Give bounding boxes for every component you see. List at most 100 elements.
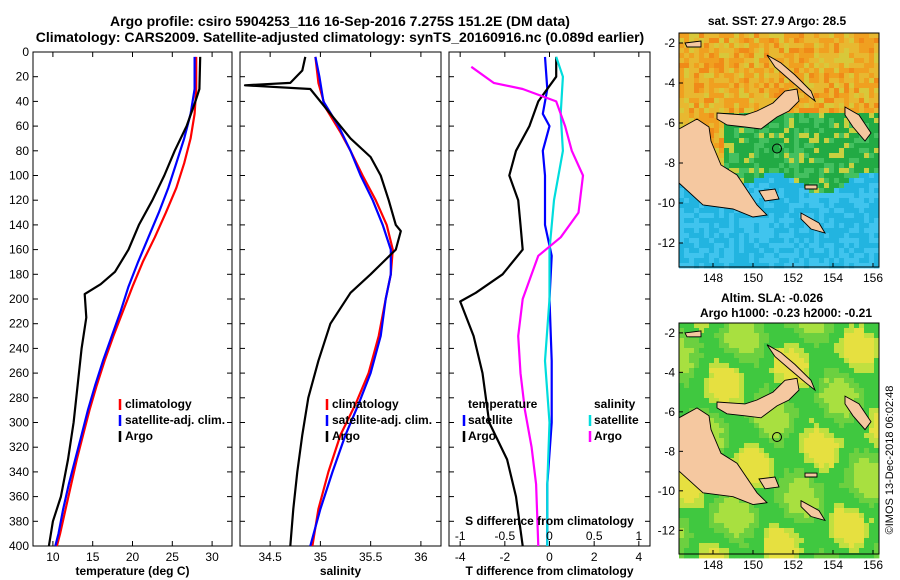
map-cell xyxy=(719,58,725,64)
map-cell xyxy=(729,48,735,54)
map-cell xyxy=(799,73,805,79)
map-cell xyxy=(744,63,750,69)
map-cell xyxy=(804,148,810,154)
map-cell xyxy=(719,133,725,139)
map-cell xyxy=(734,103,740,109)
map-cell xyxy=(859,173,865,179)
map-cell xyxy=(689,403,695,409)
map-cell xyxy=(769,143,775,149)
map-cell xyxy=(714,373,720,379)
map-cell xyxy=(784,53,790,59)
map-cell xyxy=(834,183,840,189)
map-cell xyxy=(779,188,785,194)
map-cell xyxy=(709,348,715,354)
map-cell xyxy=(729,323,735,329)
map-cell xyxy=(784,528,790,534)
map-cell xyxy=(704,533,710,539)
map-cell xyxy=(854,473,860,479)
map-cell xyxy=(704,118,710,124)
map-cell xyxy=(804,133,810,139)
map-x-tick-label: 154 xyxy=(823,271,843,285)
map-cell xyxy=(789,153,795,159)
map-cell xyxy=(799,478,805,484)
map-cell xyxy=(839,433,845,439)
map-cell xyxy=(869,543,875,549)
map-cell xyxy=(869,503,875,509)
map-cell xyxy=(779,338,785,344)
map-cell xyxy=(799,173,805,179)
map-cell xyxy=(709,503,715,509)
y-tick-label: 160 xyxy=(9,243,29,257)
map-cell xyxy=(754,183,760,189)
map-cell xyxy=(844,453,850,459)
map-cell xyxy=(734,33,740,39)
map-cell xyxy=(804,478,810,484)
map-cell xyxy=(804,33,810,39)
map-cell xyxy=(794,198,800,204)
map-cell xyxy=(704,263,710,269)
map-cell xyxy=(789,118,795,124)
top-x-tick-label: 1 xyxy=(635,529,642,543)
map-cell xyxy=(729,503,735,509)
map-cell xyxy=(824,203,830,209)
map-cell xyxy=(789,438,795,444)
map-cell xyxy=(779,183,785,189)
map-cell xyxy=(864,523,870,529)
map-cell xyxy=(799,348,805,354)
map-cell xyxy=(824,438,830,444)
map-cell xyxy=(819,493,825,499)
map-cell xyxy=(819,403,825,409)
map-cell xyxy=(759,148,765,154)
y-tick-label: 380 xyxy=(9,514,29,528)
map-cell xyxy=(839,398,845,404)
map-cell xyxy=(699,248,705,254)
map-cell xyxy=(799,123,805,129)
x-tick-label: 15 xyxy=(86,550,100,564)
map-cell xyxy=(684,113,690,119)
map-cell xyxy=(709,43,715,49)
map-cell xyxy=(769,233,775,239)
map-cell xyxy=(819,188,825,194)
x-tick-label: 30 xyxy=(205,550,219,564)
map-cell xyxy=(784,253,790,259)
map-cell xyxy=(679,368,685,374)
map-cell xyxy=(824,163,830,169)
map-cell xyxy=(769,33,775,39)
map-cell xyxy=(699,243,705,249)
map-cell xyxy=(724,513,730,519)
map-cell xyxy=(864,83,870,89)
map-cell xyxy=(774,128,780,134)
map-cell xyxy=(829,188,835,194)
map-cell xyxy=(834,238,840,244)
map-cell xyxy=(694,248,700,254)
map-cell xyxy=(849,538,855,544)
map-cell xyxy=(679,548,685,554)
map-cell xyxy=(779,493,785,499)
map-cell xyxy=(814,388,820,394)
map-cell xyxy=(774,378,780,384)
map-cell xyxy=(769,238,775,244)
map-cell xyxy=(684,513,690,519)
map-cell xyxy=(819,198,825,204)
map-cell xyxy=(799,518,805,524)
map-cell xyxy=(834,548,840,554)
map-cell xyxy=(804,263,810,269)
map-cell xyxy=(834,373,840,379)
map-cell xyxy=(814,543,820,549)
map-cell xyxy=(774,243,780,249)
map-cell xyxy=(829,48,835,54)
map-cell xyxy=(774,453,780,459)
map-cell xyxy=(759,353,765,359)
map-cell xyxy=(734,533,740,539)
map-cell xyxy=(799,473,805,479)
map-cell xyxy=(819,68,825,74)
map-cell xyxy=(789,398,795,404)
map-cell xyxy=(769,423,775,429)
map-cell xyxy=(799,523,805,529)
map-cell xyxy=(714,243,720,249)
map-cell xyxy=(779,48,785,54)
map-cell xyxy=(734,133,740,139)
map-cell xyxy=(844,258,850,264)
map-cell xyxy=(689,508,695,514)
map-cell xyxy=(749,438,755,444)
